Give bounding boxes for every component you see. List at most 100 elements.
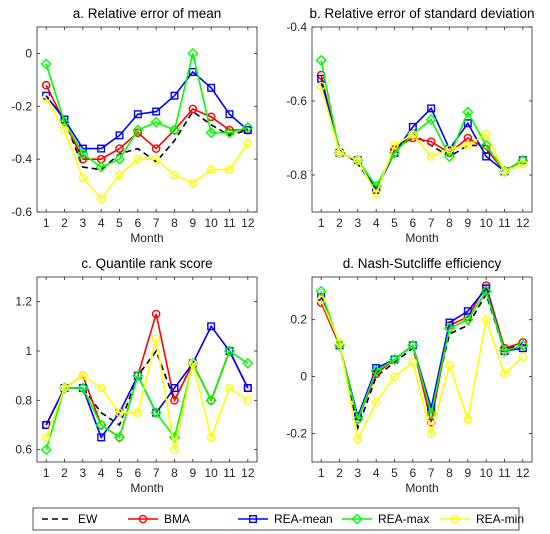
series-rea-max xyxy=(315,285,529,425)
series-rea-max-point-12 xyxy=(517,154,529,166)
y-tick-label: -0.2 xyxy=(286,427,307,441)
x-tick-label: 11 xyxy=(223,466,236,480)
series-rea-min-point-12 xyxy=(243,396,253,405)
series-rea-min xyxy=(41,334,253,454)
series-rea-min-point-8 xyxy=(170,170,179,180)
legend-bma-label: BMA xyxy=(164,512,190,526)
series-rea-min-point-9 xyxy=(188,178,198,188)
x-tick-label: 7 xyxy=(153,466,160,480)
x-tick-label: 8 xyxy=(446,466,453,480)
chart-title: a. Relative error of mean xyxy=(73,6,222,21)
series-rea-mean-point-9 xyxy=(188,67,197,76)
series-rea-min-point-9 xyxy=(188,359,198,368)
series-rea-min-point-3 xyxy=(78,371,88,380)
series-rea-max-point-4 xyxy=(95,419,107,431)
x-tick-label: 6 xyxy=(409,466,416,480)
x-tick-label: 4 xyxy=(98,466,105,480)
series-rea-max-point-7 xyxy=(150,407,162,419)
x-tick-label: 10 xyxy=(479,466,493,480)
x-tick-label: 1 xyxy=(43,216,50,230)
series-rea-mean-point-4 xyxy=(97,144,106,153)
series-rea-min-point-3 xyxy=(78,173,88,182)
series-rea-min-point-3 xyxy=(353,155,363,165)
x-axis-label: Month xyxy=(130,481,163,495)
series-rea-min-point-3 xyxy=(353,434,363,444)
y-tick-label: 0 xyxy=(300,370,307,384)
x-tick-label: 2 xyxy=(336,216,343,230)
series-rea-max xyxy=(40,47,254,173)
x-tick-label: 4 xyxy=(373,216,380,230)
series-rea-mean-point-1 xyxy=(42,421,51,430)
y-tick-label: -0.6 xyxy=(286,94,307,108)
x-tick-label: 5 xyxy=(391,216,398,230)
series-rea-min-point-7 xyxy=(151,154,161,164)
series-bma-point-8 xyxy=(170,125,179,135)
series-rea-mean-point-7 xyxy=(152,408,161,417)
series-rea-max-point-8 xyxy=(443,150,456,163)
x-tick-label: 12 xyxy=(241,466,255,480)
legend-rea-mean-point-1 xyxy=(248,515,257,524)
series-rea-min-point-4 xyxy=(96,194,106,204)
series-rea-min-point-1 xyxy=(41,94,51,103)
legend-bma: BMA xyxy=(128,512,190,526)
series-rea-min-point-1 xyxy=(316,295,326,305)
x-tick-label: 1 xyxy=(318,216,325,230)
series-rea-min-line xyxy=(320,299,524,442)
series-rea-max-point-5 xyxy=(113,153,126,165)
series-rea-mean-point-12 xyxy=(518,344,527,353)
series-rea-min-point-4 xyxy=(96,383,106,393)
chart-title: b. Relative error of standard deviation xyxy=(309,6,534,21)
series-bma-point-4 xyxy=(96,420,106,430)
series-rea-max-point-12 xyxy=(242,357,254,369)
series-rea-max-point-7 xyxy=(425,113,437,126)
x-tick-label: 11 xyxy=(498,216,511,230)
x-tick-label: 8 xyxy=(171,216,178,230)
x-tick-label: 3 xyxy=(354,466,361,480)
series-rea-min-point-10 xyxy=(206,165,216,175)
series-rea-min-point-12 xyxy=(243,138,253,148)
series-rea-min-point-10 xyxy=(206,433,216,442)
legend-rea-min-point-1 xyxy=(450,514,460,524)
x-tick-label: 10 xyxy=(204,466,218,480)
series-rea-mean-point-5 xyxy=(115,131,124,140)
series-rea-min-point-6 xyxy=(133,408,143,417)
series-rea-min-point-6 xyxy=(133,154,143,164)
x-tick-label: 3 xyxy=(354,216,361,230)
series-rea-max-point-9 xyxy=(462,106,474,118)
x-tick-label: 1 xyxy=(318,466,325,480)
series-rea-mean-point-8 xyxy=(445,318,454,327)
series-ew xyxy=(45,348,249,427)
series-rea-mean-point-5 xyxy=(390,355,399,364)
series-rea-min-point-8 xyxy=(445,360,454,370)
y-tick-label: 0.8 xyxy=(15,393,32,407)
series-rea-max-point-10 xyxy=(480,139,492,151)
y-tick-label: 1.2 xyxy=(15,295,32,309)
series-rea-min-point-6 xyxy=(408,358,418,367)
series-rea-min-point-11 xyxy=(225,165,234,175)
series-rea-min-point-2 xyxy=(60,383,69,393)
chart-title: c. Quantile rank score xyxy=(81,256,212,271)
series-rea-max-point-11 xyxy=(223,127,236,139)
series-rea-max-point-8 xyxy=(168,124,181,136)
series-rea-max-line xyxy=(45,53,249,168)
series-rea-mean-point-12 xyxy=(243,384,252,393)
x-tick-label: 6 xyxy=(409,216,416,230)
x-tick-label: 7 xyxy=(428,216,435,230)
series-rea-mean-point-10 xyxy=(207,83,216,92)
y-tick-label: -0.2 xyxy=(11,99,32,113)
x-tick-label: 8 xyxy=(171,466,178,480)
series-rea-max-point-1 xyxy=(40,58,52,70)
series-ew-line xyxy=(45,348,249,427)
series-rea-min-point-12 xyxy=(518,352,528,361)
x-axis-label: Month xyxy=(130,231,163,245)
y-tick-label: 0.2 xyxy=(290,313,307,327)
series-rea-min-point-5 xyxy=(390,372,399,381)
x-tick-label: 7 xyxy=(153,216,160,230)
x-tick-label: 10 xyxy=(479,216,493,230)
x-tick-label: 1 xyxy=(43,466,50,480)
series-rea-mean-point-11 xyxy=(225,347,234,356)
series-rea-mean-point-12 xyxy=(518,156,527,165)
series-rea-max-point-10 xyxy=(205,127,217,139)
series-rea-max-point-3 xyxy=(77,148,89,160)
